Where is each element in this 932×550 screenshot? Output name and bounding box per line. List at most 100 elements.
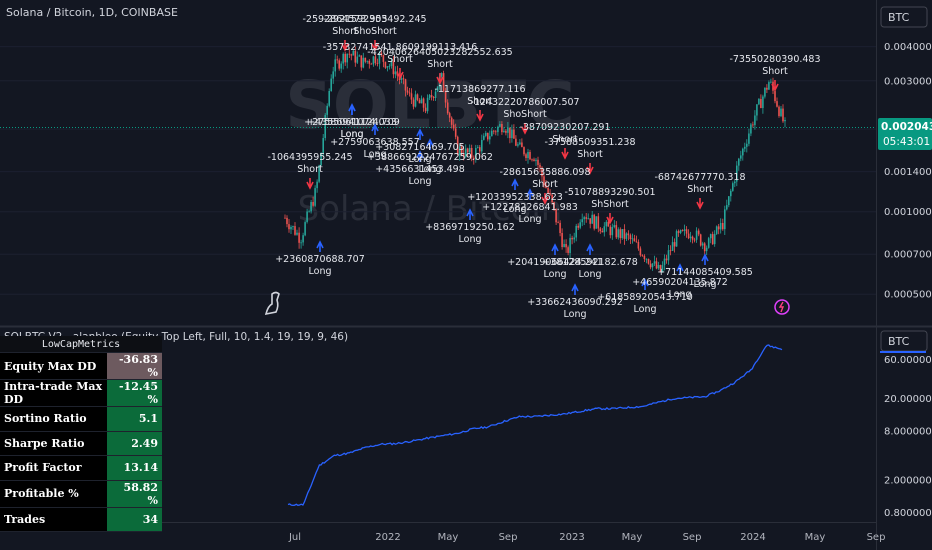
time-tick-label: Sep [867, 532, 886, 543]
trade-kind: Long [459, 234, 482, 245]
candle-body [495, 131, 497, 133]
candle-body [545, 185, 547, 188]
candle-body [750, 124, 752, 134]
candle-body [511, 129, 513, 139]
trade-kind: Short [387, 54, 413, 65]
candle-body [400, 78, 403, 80]
candle-body [366, 60, 369, 62]
candle-body [539, 164, 541, 168]
tradingview-logo-icon[interactable] [264, 291, 280, 316]
candle-body [611, 227, 614, 236]
candle-body [328, 91, 330, 106]
trade-kind: Short [467, 96, 493, 107]
candle-body [719, 223, 722, 230]
candle-body [296, 232, 298, 235]
candle-body [394, 71, 397, 75]
metric-value: -12.45 % [107, 379, 162, 407]
trade-pnl: -37588509351.238 [544, 137, 635, 148]
candle-body [306, 211, 308, 222]
trade-kind: Long [409, 176, 432, 187]
candle-body [675, 231, 678, 247]
trade-pnl: +8369719250.162 [425, 222, 515, 233]
candle-body [376, 63, 379, 64]
candle-body [617, 229, 620, 238]
candle-body [663, 258, 666, 266]
time-tick-label: 2024 [740, 532, 765, 543]
candle-body [567, 247, 569, 253]
candle-body [581, 219, 583, 223]
metric-value: -36.83 % [107, 352, 162, 380]
equity-series-line [287, 344, 783, 507]
candle-body [561, 233, 563, 247]
long-arrow-icon [676, 263, 684, 275]
candle-body [330, 78, 332, 91]
candle-body [697, 230, 700, 235]
candle-body [625, 233, 628, 239]
long-arrow-icon [551, 243, 559, 255]
short-arrow-icon [521, 123, 529, 135]
candle-body [713, 233, 716, 245]
candle-body [707, 238, 710, 248]
time-tick-label: Sep [499, 532, 518, 543]
candle-body [695, 230, 698, 240]
candle-body [286, 217, 288, 225]
short-arrow-icon [306, 178, 314, 190]
candle-body [665, 258, 668, 261]
price-pane[interactable] [0, 0, 876, 325]
trade-kind: Short [332, 26, 358, 37]
candle-body [637, 242, 640, 249]
long-arrow-icon [586, 243, 594, 255]
equity-currency-button[interactable]: BTC [880, 330, 928, 352]
candle-body [487, 132, 489, 140]
candle-body [454, 128, 457, 137]
price-scale[interactable] [876, 0, 932, 550]
short-arrow-icon [606, 213, 614, 225]
metric-label: Trades [0, 507, 108, 532]
trade-kind: ShoShort [353, 26, 397, 37]
candle-body [589, 218, 591, 224]
equity-current-marker [880, 351, 926, 353]
trade-kind: ShShort [591, 199, 629, 210]
candle-body [284, 217, 286, 219]
trade-kind: Long [341, 129, 364, 140]
metric-label: Profitable % [0, 480, 108, 508]
candle-body [557, 222, 559, 224]
candle-body [446, 102, 449, 114]
candle-body [687, 233, 690, 239]
candle-body [722, 223, 724, 230]
candle-body [370, 63, 373, 65]
candle-body [350, 54, 353, 56]
metric-value: 13.14 [107, 455, 162, 481]
symbol-title[interactable]: Solana / Bitcoin, 1D, COINBASE [6, 6, 178, 19]
candle-body [635, 241, 638, 243]
candle-body [657, 265, 660, 269]
lightning-icon[interactable] [774, 299, 790, 315]
time-tick-label: May [622, 532, 643, 543]
candle-body [549, 193, 551, 195]
candle-body [527, 152, 529, 158]
trade-labels: -2592864573.955Short-2921592303492.245Sh… [267, 14, 820, 320]
price-currency-button[interactable]: BTC [880, 6, 928, 28]
candle-body [649, 263, 652, 268]
candle-body [362, 57, 365, 68]
candle-body [551, 194, 553, 203]
trade-pnl: -73550280390.483 [729, 54, 820, 65]
candle-body [493, 130, 495, 132]
candle-body [354, 50, 357, 63]
candle-body [374, 56, 377, 63]
candle-body [762, 96, 764, 108]
candle-body [436, 86, 439, 92]
candle-body [386, 66, 389, 68]
trade-kind: Long [669, 289, 692, 300]
candle-body [324, 114, 326, 138]
candle-body [569, 237, 571, 253]
candle-body [685, 229, 688, 234]
